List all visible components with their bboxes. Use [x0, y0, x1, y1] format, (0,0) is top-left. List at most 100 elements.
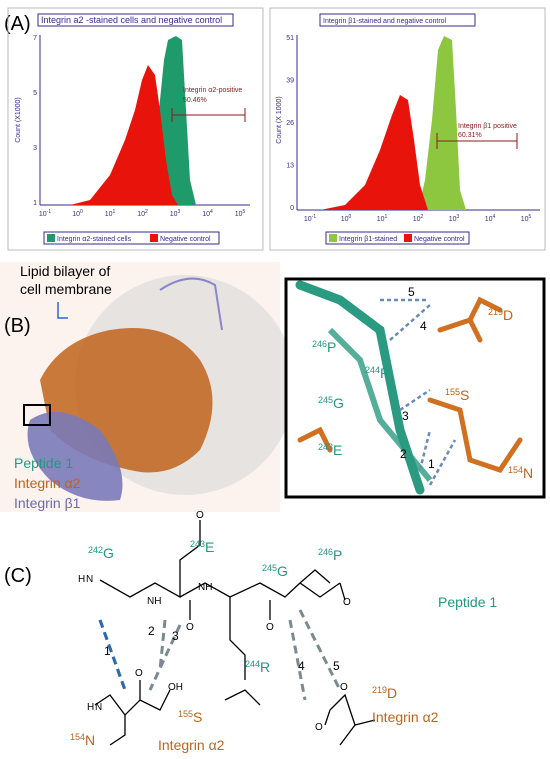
- y-tick-label: 39: [286, 78, 294, 85]
- x-tick-label: 100: [341, 214, 352, 223]
- zoom-box: [23, 404, 51, 426]
- membrane-label: Lipid bilayer of: [20, 263, 110, 279]
- y-tick-label: 7: [33, 35, 37, 42]
- bond-label: 4: [420, 319, 427, 333]
- tick-base: 10: [235, 211, 243, 218]
- residue-number: 245: [318, 395, 333, 405]
- tick-base: 10: [521, 216, 529, 223]
- atom: N: [95, 702, 102, 713]
- residue-label: 154N: [508, 465, 533, 481]
- tick-base: 10: [202, 211, 210, 218]
- integrin-b1: [27, 412, 123, 501]
- x-tick-label: 102: [137, 209, 148, 218]
- residue-name: G: [333, 395, 344, 411]
- residue-label: 245G: [318, 395, 344, 411]
- title-box: [37, 13, 234, 27]
- membrane-label: cell membrane: [20, 281, 112, 297]
- bond-label: 2: [148, 624, 155, 638]
- residue-number: 219: [488, 307, 503, 317]
- gate-percent: 50.46%: [183, 97, 207, 104]
- residue-number: 154: [70, 732, 85, 742]
- legend-entry: Peptide 1: [14, 455, 73, 471]
- residue-name: D: [503, 307, 513, 323]
- h-bonds: [98, 609, 342, 701]
- bond-label: 4: [298, 659, 305, 673]
- bond-labels: 1 2 3 4 5: [104, 624, 340, 673]
- plot-right: Integrin β1 positive 60.31% Count (X 100…: [276, 35, 540, 211]
- panel-frame: [7, 7, 264, 251]
- legend-swatch: [404, 234, 412, 242]
- residue-name: D: [387, 685, 397, 701]
- peptide-backbone: [295, 280, 425, 495]
- x-tick-label: 103: [170, 209, 181, 218]
- tick-base: 10: [105, 211, 113, 218]
- residue-label: 244R: [245, 659, 270, 675]
- atom: O: [135, 668, 143, 679]
- bond-label: 5: [408, 285, 415, 299]
- tick-base: 10: [449, 216, 457, 223]
- integrin-label: Integrin α2: [372, 709, 439, 725]
- residue-name: N: [523, 465, 533, 481]
- peptide-backbone: [327, 327, 433, 482]
- residue-number: 244: [245, 659, 260, 669]
- x-tick-label: 101: [105, 209, 116, 218]
- h-bonds: [380, 298, 457, 486]
- x-tick-label: 10-1: [39, 209, 51, 218]
- tick-exponent: 1: [113, 209, 116, 215]
- tick-base: 10: [377, 216, 385, 223]
- residue-number: 219: [372, 685, 387, 695]
- tick-base: 10: [137, 211, 145, 218]
- stained-histogram: [418, 36, 466, 210]
- atom: NH: [147, 596, 161, 607]
- tick-base: 10: [170, 211, 178, 218]
- peptide-label: Peptide 1: [438, 594, 497, 610]
- y-label: Count (X1000): [15, 97, 22, 143]
- x-tick-label: 100: [72, 209, 83, 218]
- integrin-structure: [94, 680, 376, 746]
- gate-label: Integrin α2-positive: [183, 87, 242, 94]
- legend-entry: Negative control: [414, 236, 465, 243]
- atom: O: [266, 622, 274, 633]
- residue-label: 245G: [262, 563, 288, 579]
- x-tick-label: 102: [413, 214, 424, 223]
- plot-left: Integrin α2-positive 50.46% Count (X1000…: [15, 35, 250, 206]
- residue-label: 246P: [318, 547, 342, 563]
- panel-label: (C): [4, 565, 32, 587]
- atom: H: [87, 702, 94, 713]
- legend-entry: Integrin β1-stained: [339, 236, 397, 243]
- integrin-label: Integrin α2: [158, 737, 225, 753]
- bond-label: 2: [400, 447, 407, 461]
- legend-swatch: [150, 234, 158, 242]
- residue-name: E: [205, 539, 214, 555]
- y-label: Count (X 1000): [276, 96, 283, 143]
- panel-frame: [269, 7, 546, 251]
- y-tick-label: 1: [33, 200, 37, 207]
- y-tick-label: 13: [286, 163, 294, 170]
- legend-swatch: [47, 234, 55, 242]
- y-tick-label: 26: [286, 120, 294, 127]
- tick-exponent: 1: [385, 214, 388, 220]
- helix: [159, 277, 223, 331]
- control-histogram: [70, 65, 178, 205]
- legend-box: [325, 231, 470, 245]
- atom: O: [196, 510, 204, 521]
- x-tick-label: 104: [485, 214, 496, 223]
- y-tick-label: 0: [290, 205, 294, 212]
- x-tick-label: 105: [235, 209, 246, 218]
- title-box: [319, 13, 476, 27]
- gate-label: Integrin β1 positive: [458, 123, 517, 130]
- tick-exponent: 2: [421, 214, 424, 220]
- tick-base: 10: [341, 216, 349, 223]
- bond-label: 1: [428, 457, 435, 471]
- bond-label: 5: [333, 659, 340, 673]
- residue-name: G: [103, 545, 114, 561]
- legend-entry: Negative control: [160, 236, 211, 243]
- hist-title: Integrin a2 -stained cells and negative …: [41, 15, 222, 25]
- tick-exponent: 4: [493, 214, 496, 220]
- residue-name: R: [380, 365, 390, 381]
- residue-name: E: [333, 442, 342, 458]
- hist-title: Integrin β1-stained and negative control: [323, 18, 447, 25]
- tick-base: 10: [485, 216, 493, 223]
